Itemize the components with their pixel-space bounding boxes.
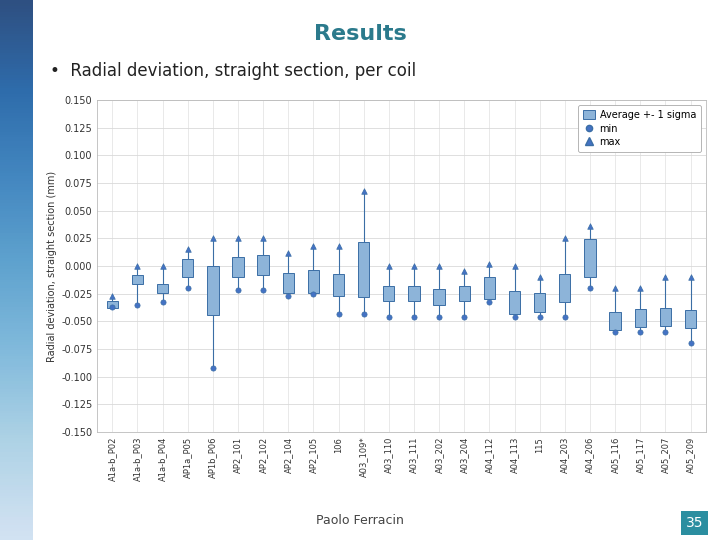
Point [358,309,369,318]
Point [584,222,595,231]
Point [207,363,219,372]
Point [182,245,194,254]
Bar [534,293,545,313]
Bar [585,239,595,277]
Bar [207,266,218,315]
Point [333,242,344,251]
Point [132,300,143,309]
Text: 35: 35 [686,516,703,530]
Point [484,259,495,268]
Bar [559,274,570,302]
Point [383,313,395,321]
Point [660,328,671,337]
Point [534,273,546,281]
Point [358,186,369,195]
Bar [660,308,671,326]
Point [107,292,118,300]
Bar [132,275,143,284]
Bar [258,255,269,275]
Bar [383,286,395,301]
Point [685,273,696,281]
Bar [157,284,168,293]
Point [257,286,269,295]
Point [207,234,219,242]
Point [433,262,445,271]
Point [509,313,521,321]
Point [534,313,546,321]
Point [408,262,420,271]
Bar [685,310,696,328]
Bar [358,241,369,297]
Bar [283,273,294,293]
Point [233,234,244,242]
Point [609,328,621,337]
Point [107,302,118,311]
Bar [634,309,646,327]
Point [307,289,319,298]
Bar [107,301,118,308]
Legend: Average +- 1 sigma, min, max: Average +- 1 sigma, min, max [578,105,701,152]
Point [559,234,570,242]
Point [609,284,621,293]
Point [634,284,646,293]
Point [408,313,420,321]
Point [233,286,244,295]
Bar [509,292,520,314]
Point [333,309,344,318]
Point [559,313,570,321]
Bar [182,259,194,277]
Point [484,298,495,307]
Point [509,262,521,271]
Point [433,313,445,321]
Bar [609,313,621,330]
Point [459,267,470,276]
Point [383,262,395,271]
Point [634,328,646,337]
Bar [233,257,243,277]
Bar [333,274,344,296]
Bar [459,286,470,301]
Point [157,262,168,271]
Point [660,273,671,281]
Point [282,248,294,257]
Point [282,292,294,300]
Point [459,313,470,321]
Point [157,298,168,307]
Point [132,262,143,271]
Point [685,339,696,348]
Text: Results: Results [314,24,406,44]
Bar [484,277,495,299]
Point [307,242,319,251]
Point [257,234,269,242]
Text: Paolo Ferracin: Paolo Ferracin [316,514,404,526]
Point [584,284,595,293]
Text: •  Radial deviation, straight section, per coil: • Radial deviation, straight section, pe… [50,62,417,80]
Bar [408,286,420,301]
Bar [433,289,445,305]
Y-axis label: Radial deviation, straight section (mm): Radial deviation, straight section (mm) [47,171,57,361]
Bar [307,271,319,293]
Point [182,284,194,293]
